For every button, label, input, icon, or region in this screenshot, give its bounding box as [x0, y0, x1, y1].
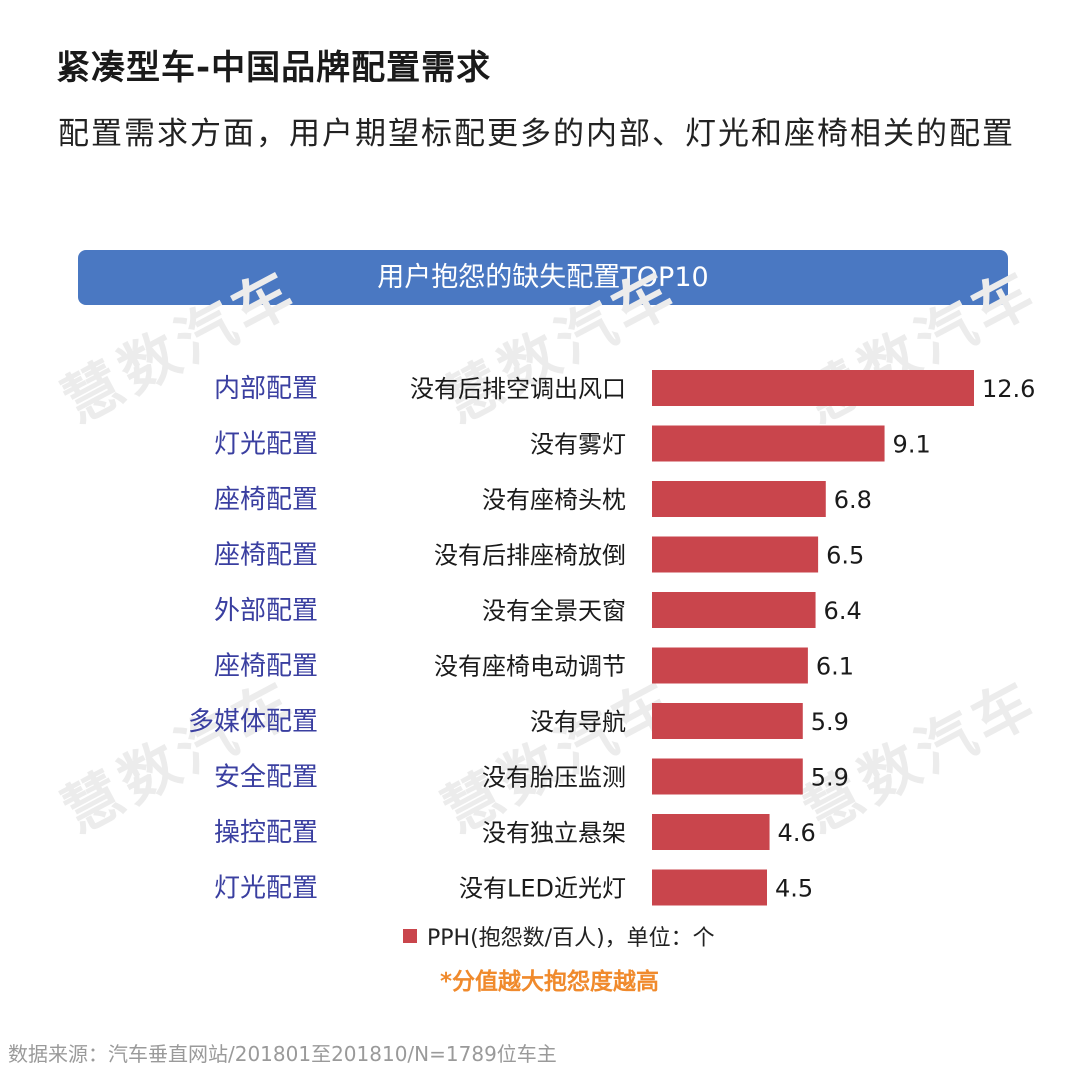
category-label: 没有导航 — [530, 708, 626, 736]
data-label: 6.5 — [826, 542, 864, 570]
category-label: 没有雾灯 — [530, 431, 626, 459]
category-label: 没有胎压监测 — [482, 764, 626, 792]
group-label: 灯光配置 — [214, 430, 318, 460]
data-label: 5.9 — [811, 764, 849, 792]
bar — [652, 425, 885, 462]
bar-chart: 内部配置 没有后排空调出风口 12.6 灯光配置 没有雾灯 9.1 座椅配置 没有座椅头枕 6.… — [188, 370, 1035, 906]
legend-label: PPH(抱怨数/百人)，单位：个 — [427, 926, 715, 951]
category-label: 没有座椅头枕 — [482, 486, 626, 514]
data-label: 9.1 — [893, 431, 931, 459]
data-source: 数据来源：汽车垂直网站/201801至201810/N=1789位车主 — [8, 1042, 557, 1066]
page-subtitle: 配置需求方面，用户期望标配更多的内部、灯光和座椅相关的配置 — [58, 116, 1015, 152]
category-label: 没有后排空调出风口 — [410, 375, 626, 403]
bar — [652, 370, 974, 406]
category-label: 没有独立悬架 — [482, 819, 626, 847]
legend-swatch — [403, 929, 417, 943]
category-label: 没有LED近光灯 — [459, 875, 626, 903]
data-label: 5.9 — [811, 708, 849, 736]
group-label: 灯光配置 — [214, 874, 318, 904]
chart-legend: PPH(抱怨数/百人)，单位：个 — [403, 920, 715, 952]
group-label: 座椅配置 — [214, 541, 318, 571]
group-label: 座椅配置 — [214, 485, 318, 515]
data-label: 12.6 — [982, 375, 1035, 403]
group-label: 外部配置 — [214, 596, 318, 626]
data-label: 6.8 — [834, 486, 872, 514]
data-label: 4.5 — [775, 875, 813, 903]
group-label: 操控配置 — [214, 818, 318, 848]
group-label: 多媒体配置 — [188, 707, 318, 737]
bar — [652, 536, 819, 573]
group-label: 内部配置 — [214, 374, 318, 404]
page-title: 紧凑型车-中国品牌配置需求 — [56, 48, 492, 88]
bar — [652, 647, 808, 684]
data-label: 4.6 — [778, 819, 816, 847]
chart-title-banner: 用户抱怨的缺失配置TOP10 — [78, 250, 1008, 305]
category-label: 没有座椅电动调节 — [434, 653, 626, 681]
category-label: 没有全景天窗 — [482, 597, 626, 625]
bar — [652, 703, 803, 739]
data-label: 6.1 — [816, 653, 854, 681]
data-label: 6.4 — [824, 597, 862, 625]
bar — [652, 758, 803, 795]
group-label: 座椅配置 — [214, 652, 318, 682]
bar — [652, 814, 770, 850]
category-label: 没有后排座椅放倒 — [434, 542, 626, 570]
chart-note: *分值越大抱怨度越高 — [440, 969, 660, 995]
bar — [652, 869, 767, 906]
bar — [652, 481, 826, 517]
group-label: 安全配置 — [214, 763, 318, 793]
bar — [652, 592, 816, 628]
